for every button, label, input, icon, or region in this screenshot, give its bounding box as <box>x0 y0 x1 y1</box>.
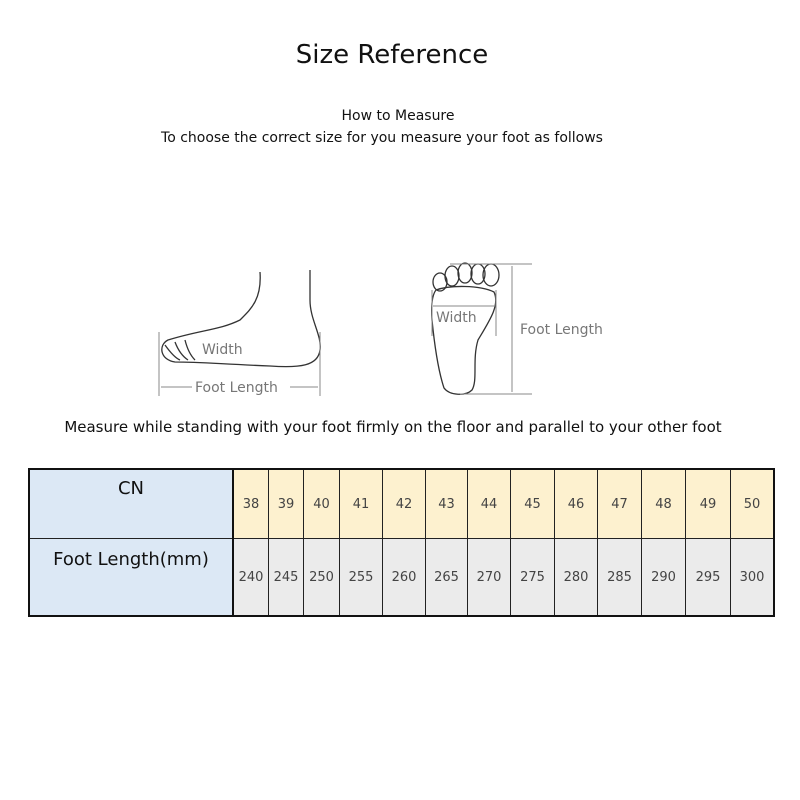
size-table: CN 38 39 40 41 42 43 44 45 46 47 48 49 50 Foot Lengt… <box>28 468 775 617</box>
side-length-label: Foot Length <box>195 380 278 396</box>
cn-size-cell: 38 <box>232 468 269 539</box>
foot-length-cell: 240 <box>232 538 269 617</box>
foot-length-cell: 245 <box>268 538 304 617</box>
foot-length-cell: 290 <box>641 538 686 617</box>
cn-size-cell: 41 <box>339 468 383 539</box>
cn-size-cell: 47 <box>597 468 642 539</box>
foot-length-cell: 285 <box>597 538 642 617</box>
foot-length-cell: 250 <box>303 538 340 617</box>
cn-size-cell: 44 <box>467 468 511 539</box>
foot-length-cell: 300 <box>730 538 775 617</box>
foot-length-cell: 265 <box>425 538 468 617</box>
cn-size-cell: 39 <box>268 468 304 539</box>
foot-length-row: Foot Length(mm) 240 245 250 255 260 265 270 275… <box>28 538 775 617</box>
foot-measure-illustration: Width Foot Length Width Foot Length <box>158 262 603 396</box>
sole-length-label: Foot Length <box>520 322 603 338</box>
cn-row: CN 38 39 40 41 42 43 44 45 46 47 48 49 50 <box>28 468 775 539</box>
foot-length-cell: 275 <box>510 538 555 617</box>
foot-length-cell: 255 <box>339 538 383 617</box>
page-title: Size Reference <box>295 40 489 70</box>
subtitle: How to Measure <box>341 108 455 124</box>
sole-drawing <box>430 262 500 395</box>
cn-size-cell: 46 <box>554 468 598 539</box>
sole-width-label: Width <box>436 310 477 326</box>
side-width-label: Width <box>202 342 243 358</box>
cn-size-cell: 45 <box>510 468 555 539</box>
cn-size-cell: 50 <box>730 468 775 539</box>
cn-size-cell: 43 <box>425 468 468 539</box>
cn-size-cell: 49 <box>685 468 731 539</box>
foot-length-cell: 260 <box>382 538 426 617</box>
foot-length-header: Foot Length(mm) <box>28 538 234 617</box>
foot-length-cell: 270 <box>467 538 511 617</box>
measure-note: Measure while standing with your foot fi… <box>64 418 722 436</box>
cn-header: CN <box>28 468 234 539</box>
cn-size-cell: 42 <box>382 468 426 539</box>
cn-size-cell: 40 <box>303 468 340 539</box>
instruction: To choose the correct size for you measu… <box>161 130 603 146</box>
foot-length-cell: 280 <box>554 538 598 617</box>
foot-length-cell: 295 <box>685 538 731 617</box>
cn-size-cell: 48 <box>641 468 686 539</box>
